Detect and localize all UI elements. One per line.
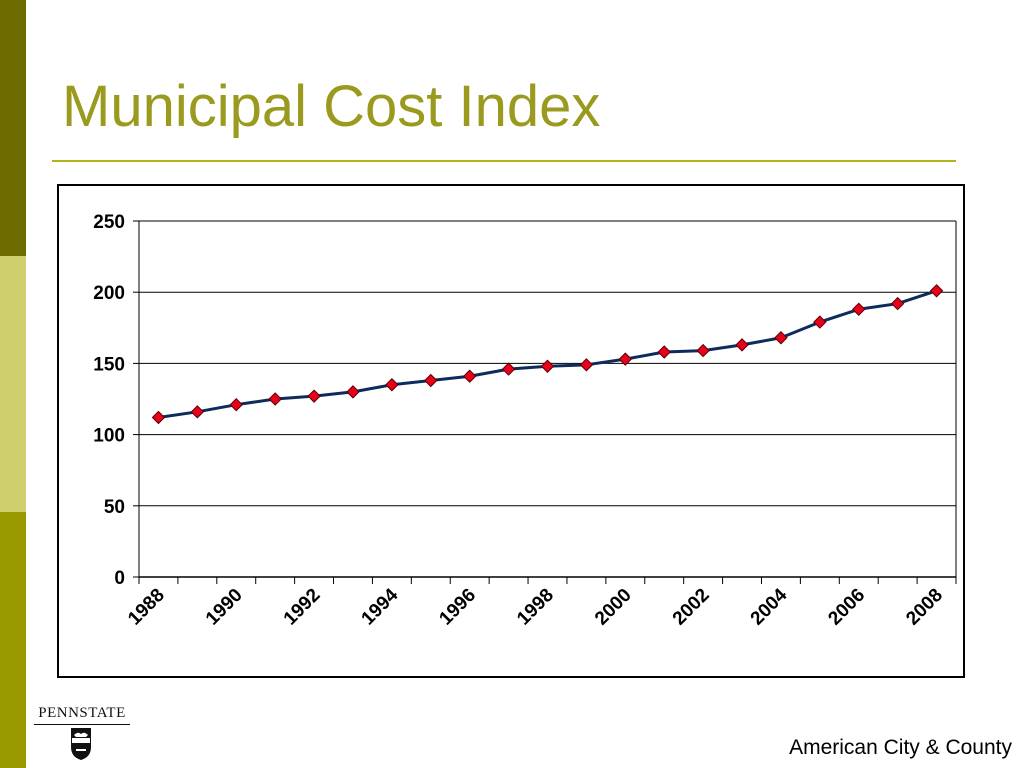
x-tick-label-1988: 1988: [124, 585, 169, 630]
data-point-2000: [618, 352, 633, 366]
data-point-1993: [346, 385, 360, 399]
shield-icon: [71, 728, 91, 760]
data-point-2008: [929, 284, 944, 298]
data-point-2006: [852, 302, 866, 316]
x-tick-label-2004: 2004: [747, 584, 792, 629]
source-caption: American City & County: [789, 736, 1012, 759]
sidebar-accent-middle: [0, 256, 26, 512]
x-tick-label-2000: 2000: [591, 585, 636, 630]
y-tick-label-0: 0: [114, 568, 125, 589]
x-tick-label-2002: 2002: [669, 585, 714, 630]
logo-divider: [34, 724, 130, 725]
slide-title: Municipal Cost Index: [62, 74, 601, 139]
data-point-2003: [735, 338, 749, 352]
data-point-1994: [385, 378, 399, 392]
y-tick-label-150: 150: [93, 354, 125, 375]
data-point-2001: [657, 345, 671, 359]
data-point-1990: [229, 397, 243, 412]
x-tick-label-2008: 2008: [902, 585, 947, 630]
data-point-1997: [501, 362, 516, 376]
data-point-2005: [813, 315, 827, 329]
data-point-1988: [151, 410, 166, 425]
data-point-1992: [307, 389, 321, 403]
data-point-2004: [774, 331, 788, 345]
y-tick-label-100: 100: [93, 426, 125, 447]
title-underline: [52, 160, 956, 162]
y-tick-label-50: 50: [104, 497, 125, 518]
y-tick-label-250: 250: [93, 212, 125, 233]
chart-frame: 0 50 100 150 200 250 1988 1990 1992 1994 1996 1998 2…: [57, 184, 965, 678]
data-point-1995: [424, 373, 438, 388]
data-point-1989: [190, 405, 205, 419]
pennstate-logo: PENNSTATE: [30, 700, 130, 768]
data-point-1991: [268, 392, 282, 406]
logo-wordmark: PENNSTATE: [38, 705, 126, 721]
x-tick-label-1996: 1996: [435, 585, 480, 630]
x-tick-label-2006: 2006: [824, 585, 869, 630]
data-point-1998: [540, 359, 555, 373]
x-tick-label-1994: 1994: [358, 584, 403, 629]
x-tick-label-1990: 1990: [202, 585, 247, 630]
y-tick-label-200: 200: [93, 283, 125, 304]
data-point-2002: [696, 343, 710, 358]
sidebar-accent-top: [0, 0, 26, 256]
data-point-1996: [462, 369, 477, 383]
data-point-2007: [890, 296, 905, 311]
line-chart: 0 50 100 150 200 250 1988 1990 1992 1994 1996 1998 2…: [93, 212, 957, 630]
x-tick-label-1998: 1998: [513, 585, 558, 630]
data-point-1999: [579, 358, 594, 372]
sidebar-accent-bottom: [0, 512, 26, 768]
x-tick-label-1992: 1992: [280, 585, 325, 630]
